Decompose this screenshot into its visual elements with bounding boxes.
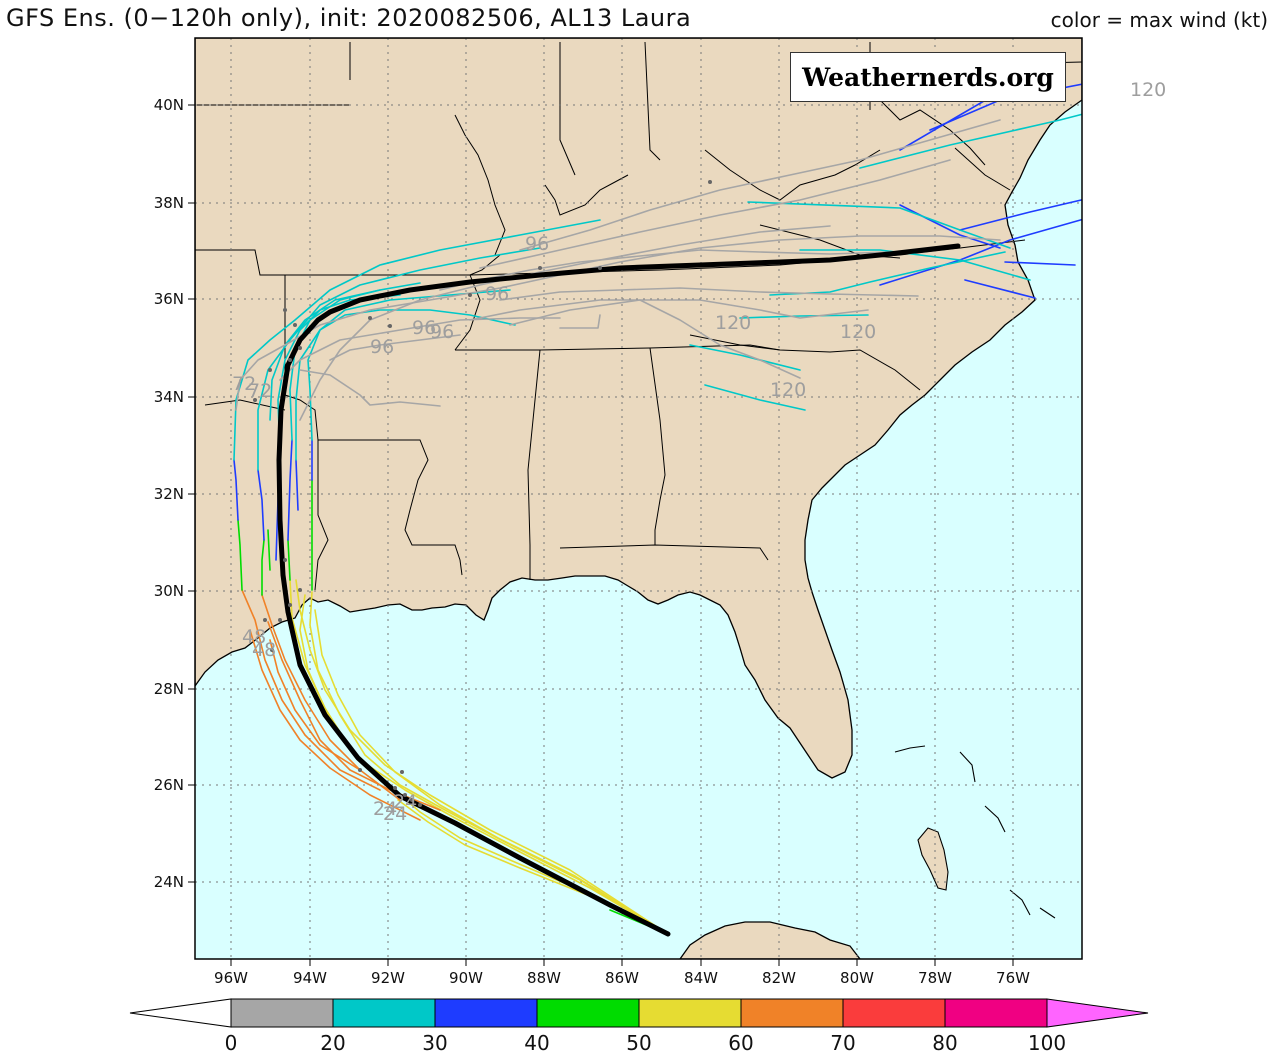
land-bahamas (917, 827, 949, 891)
hour-label: 96 (412, 317, 436, 339)
hour-label: 48 (242, 626, 266, 648)
chart-title: GFS Ens. (0−120h only), init: 2020082506… (6, 4, 692, 32)
colorbar-swatch (230, 998, 334, 1028)
lon-label: 80W (840, 969, 874, 987)
lon-label: 88W (527, 969, 561, 987)
colorbar-label: 20 (320, 1031, 345, 1055)
lon-label: 86W (605, 969, 639, 987)
weathernerds-logo: Weathernerds.org (790, 52, 1066, 102)
lat-label: 40N (154, 96, 184, 114)
colorbar-label: 100 (1028, 1031, 1066, 1055)
colorbar (129, 998, 1149, 1028)
hour-label: 96 (430, 321, 454, 343)
colorbar-high-arrow (1046, 998, 1149, 1028)
colorbar-swatch (536, 998, 640, 1028)
colorbar-label: 50 (626, 1031, 651, 1055)
color-legend-caption: color = max wind (kt) (1050, 8, 1268, 32)
lon-label: 82W (762, 969, 796, 987)
latitude-labels: 40N 38N 36N 34N 32N 30N 28N 26N 24N (154, 96, 184, 891)
hour-label: 96 (525, 233, 549, 255)
colorbar-label: 30 (422, 1031, 447, 1055)
lat-label: 32N (154, 485, 184, 503)
lat-label: 30N (154, 582, 184, 600)
hour-label: 96 (485, 283, 509, 305)
ensemble-tracks (233, 79, 1082, 937)
lon-label: 94W (293, 969, 327, 987)
colorbar-label: 60 (728, 1031, 753, 1055)
hour-label: 96 (370, 336, 394, 358)
hour-label: 120 (1130, 79, 1166, 101)
lon-label: 92W (371, 969, 405, 987)
lon-label: 96W (214, 969, 248, 987)
lat-label: 26N (154, 776, 184, 794)
colorbar-swatch (434, 998, 538, 1028)
hour-label: 72 (248, 380, 272, 402)
lat-label: 38N (154, 194, 184, 212)
longitude-labels: 96W 94W 92W 90W 88W 86W 84W 82W 80W 78W … (214, 969, 1030, 987)
colorbar-labels: 0 20 30 40 50 60 70 80 100 (225, 1031, 1066, 1055)
forecast-hour-labels: 120 120 120 120 96 96 96 96 96 72 72 48 … (232, 79, 1166, 825)
colorbar-swatch (638, 998, 742, 1028)
lon-label: 90W (449, 969, 483, 987)
lat-label: 24N (154, 873, 184, 891)
hour-label: 120 (715, 312, 751, 334)
colorbar-low-arrow (129, 998, 232, 1028)
tick-marks (188, 104, 1014, 966)
hour-label: 24 (383, 803, 407, 825)
colorbar-swatch (842, 998, 946, 1028)
hour-label: 24 (393, 791, 417, 813)
colorbar-label: 0 (225, 1031, 238, 1055)
lat-label: 28N (154, 680, 184, 698)
lat-label: 36N (154, 290, 184, 308)
lon-label: 84W (684, 969, 718, 987)
track-points (253, 180, 712, 807)
consensus-track (276, 243, 961, 937)
hour-label: 48 (252, 639, 276, 661)
colorbar-label: 70 (830, 1031, 855, 1055)
land-mainland (195, 38, 1082, 779)
land-cuba (679, 921, 861, 959)
colorbar-swatch (332, 998, 436, 1028)
hour-label: 24 (373, 798, 397, 820)
colorbar-label: 40 (524, 1031, 549, 1055)
colorbar-swatch (740, 998, 844, 1028)
lon-label: 76W (996, 969, 1030, 987)
hour-label: 120 (770, 379, 806, 401)
lat-label: 34N (154, 388, 184, 406)
colorbar-label: 80 (932, 1031, 957, 1055)
lon-label: 78W (918, 969, 952, 987)
hour-label: 72 (232, 373, 256, 395)
hour-label: 120 (840, 321, 876, 343)
colorbar-swatch (944, 998, 1048, 1028)
map-frame (194, 37, 1083, 960)
